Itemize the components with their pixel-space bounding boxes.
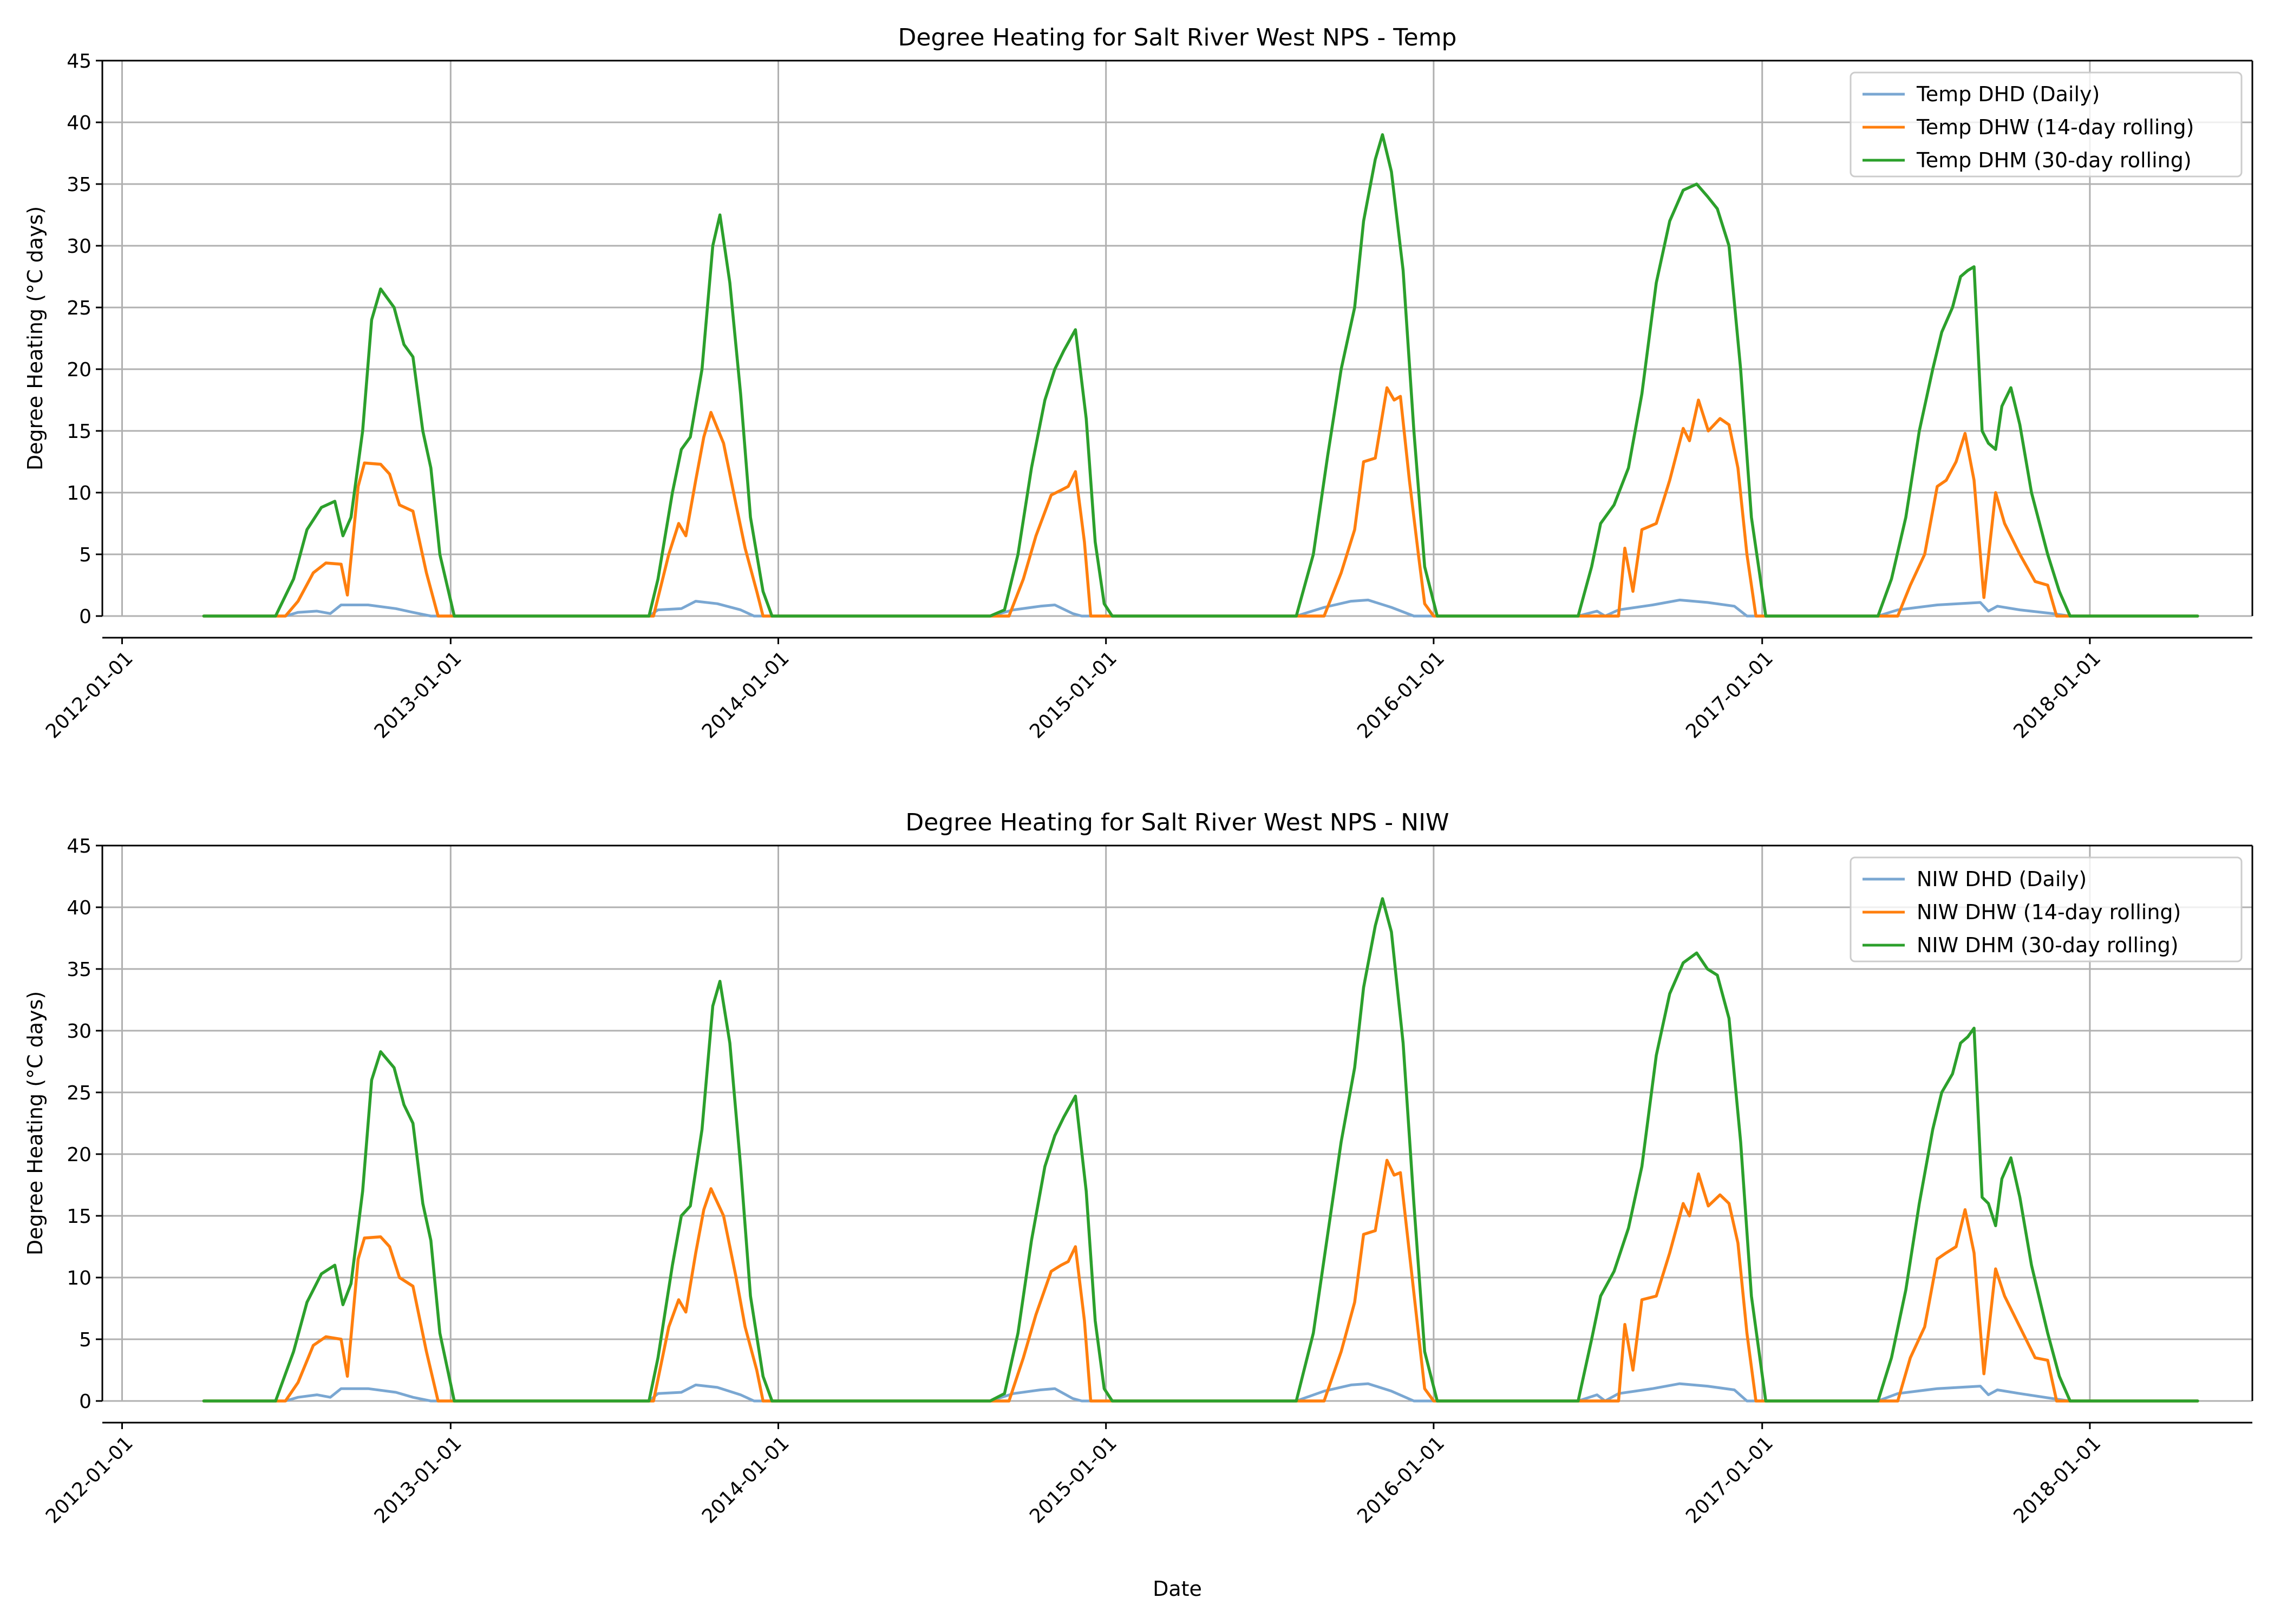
y-tick-label: 20: [67, 359, 92, 381]
legend-entry: NIW DHM (30-day rolling): [1917, 933, 2179, 957]
x-tick-label: 2016-01-01: [1353, 1432, 1449, 1528]
x-tick-label: 2014-01-01: [698, 1432, 794, 1528]
x-tick-label: 2013-01-01: [370, 1432, 466, 1528]
chart-panel-2: 0 5 10 15 20 25 30 35 40 45 2012-01-01 2013-01-01 20…: [23, 809, 2253, 1601]
y-tick-label: 45: [67, 50, 92, 73]
y-tick-label: 30: [67, 235, 92, 258]
legend-entry: NIW DHD (Daily): [1917, 867, 2087, 891]
chart-title: Degree Heating for Salt River West NPS -…: [898, 24, 1456, 51]
y-tick-label: 20: [67, 1144, 92, 1166]
legend: NIW DHD (Daily) NIW DHW (14-day rolling) N…: [1850, 856, 2243, 962]
y-tick-label: 0: [79, 606, 92, 628]
legend-entry: Temp DHM (30-day rolling): [1916, 148, 2192, 172]
y-tick-label: 15: [67, 1206, 92, 1228]
y-tick-label: 0: [79, 1391, 92, 1413]
x-axis-label: Date: [1153, 1577, 1202, 1601]
x-tick-label: 2014-01-01: [698, 647, 794, 743]
y-tick-label: 10: [67, 482, 92, 505]
series-line: [202, 598, 2199, 618]
legend: Temp DHD (Daily) Temp DHW (14-day rolling…: [1850, 71, 2243, 178]
y-tick-label: 15: [67, 421, 92, 443]
chart-panel-1: 0 5 10 15 20 25 30 35 40 45 2012-01-01 2013-01-01 20…: [23, 24, 2253, 743]
y-tick-label: 40: [67, 112, 92, 134]
x-tick-label: 2018-01-01: [2009, 647, 2105, 743]
y-tick-label: 25: [67, 297, 92, 319]
y-tick-label: 35: [67, 174, 92, 196]
y-axis-label: Degree Heating (°C days): [23, 991, 47, 1255]
series-line: [202, 1158, 2199, 1403]
y-tick-label: 30: [67, 1020, 92, 1043]
series-line: [202, 1382, 2199, 1403]
y-tick-label: 5: [79, 1329, 92, 1351]
x-tick-label: 2012-01-01: [42, 1432, 138, 1528]
series-line: [202, 897, 2199, 1403]
y-tick-label: 40: [67, 897, 92, 919]
x-tick-label: 2018-01-01: [2009, 1432, 2105, 1528]
x-tick-label: 2017-01-01: [1682, 647, 1778, 743]
x-tick-label: 2016-01-01: [1353, 647, 1449, 743]
legend-entry: Temp DHW (14-day rolling): [1916, 115, 2194, 139]
x-tick-label: 2013-01-01: [370, 647, 466, 743]
legend-entry: NIW DHW (14-day rolling): [1917, 900, 2181, 924]
y-tick-label: 45: [67, 835, 92, 857]
y-axis-label: Degree Heating (°C days): [23, 206, 47, 470]
y-tick-label: 25: [67, 1082, 92, 1104]
legend-frame: [1850, 856, 2243, 962]
x-tick-label: 2015-01-01: [1025, 1432, 1121, 1528]
series-line: [202, 133, 2199, 618]
x-tick-label: 2015-01-01: [1025, 647, 1121, 743]
x-tick-label: 2012-01-01: [42, 647, 138, 743]
x-tick-label: 2017-01-01: [1682, 1432, 1778, 1528]
y-tick-label: 10: [67, 1267, 92, 1289]
series-line: [202, 386, 2199, 618]
legend-entry: Temp DHD (Daily): [1916, 82, 2100, 106]
legend-frame: [1850, 71, 2243, 178]
y-tick-label: 5: [79, 544, 92, 566]
y-tick-label: 35: [67, 959, 92, 981]
chart-title: Degree Heating for Salt River West NPS -…: [905, 809, 1449, 836]
